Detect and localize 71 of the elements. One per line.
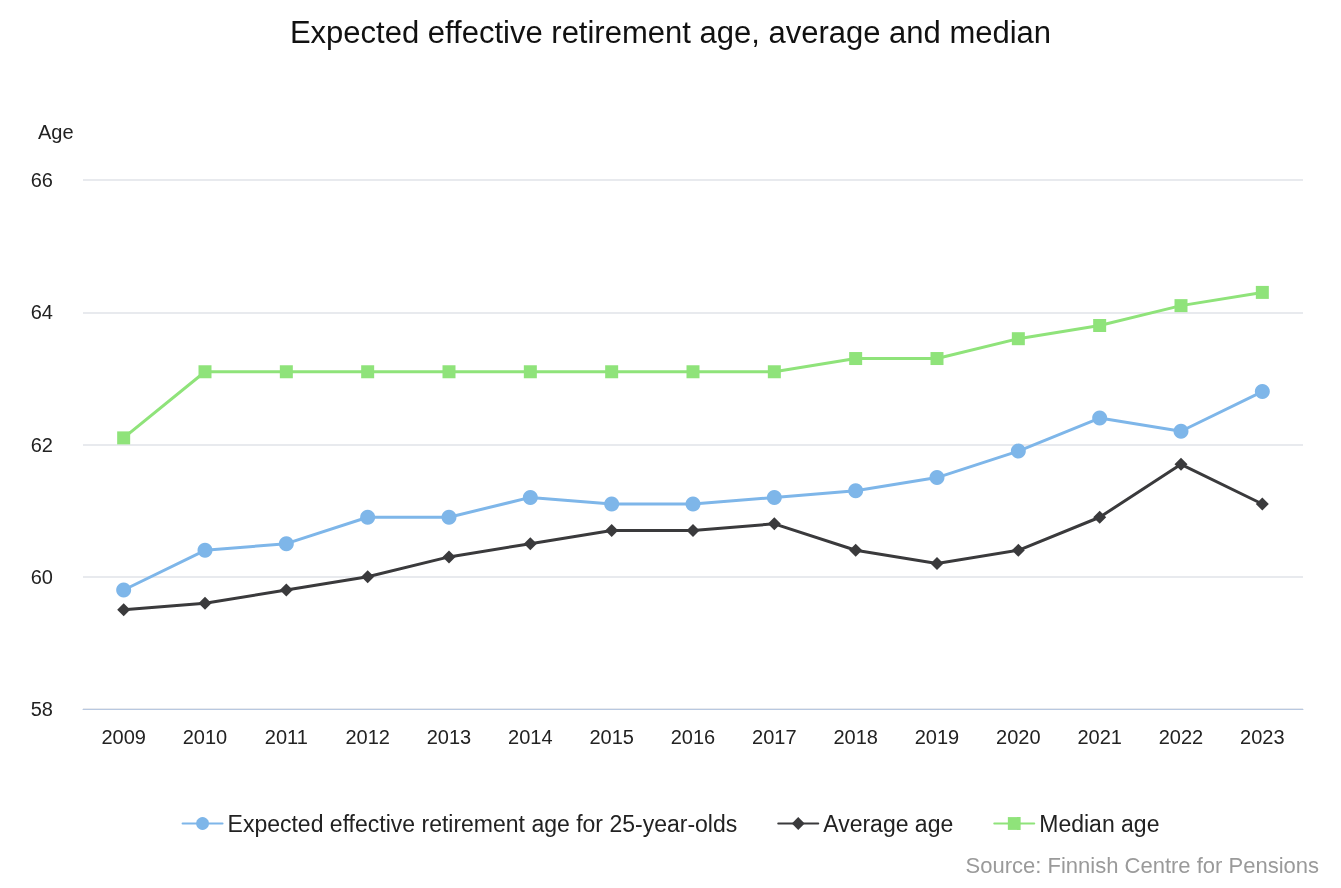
point bbox=[930, 557, 944, 571]
point bbox=[766, 489, 782, 505]
x-tick-label: 2017 bbox=[752, 726, 797, 748]
x-tick-label: 2011 bbox=[264, 726, 308, 748]
point bbox=[523, 365, 537, 379]
point bbox=[361, 365, 375, 379]
point bbox=[1174, 457, 1188, 471]
point bbox=[441, 509, 457, 525]
point bbox=[279, 583, 293, 597]
point bbox=[1255, 285, 1269, 299]
point bbox=[604, 496, 620, 512]
point bbox=[442, 550, 456, 564]
point bbox=[848, 483, 864, 499]
y-tick-label: 62 bbox=[30, 433, 53, 456]
x-tick-label: 2022 bbox=[1158, 726, 1204, 748]
x-tick-label: 2013 bbox=[426, 726, 472, 748]
point bbox=[930, 352, 944, 366]
chart-title: Expected effective retirement age, average and median bbox=[289, 15, 1052, 50]
legend-label: Expected effective retirement age for 25-year-olds bbox=[227, 810, 738, 837]
x-tick-label: 2019 bbox=[914, 726, 960, 748]
point bbox=[197, 542, 213, 558]
point bbox=[1092, 410, 1108, 426]
point bbox=[116, 582, 132, 598]
y-axis-title: Age bbox=[38, 121, 74, 143]
x-tick-label: 2021 bbox=[1077, 726, 1122, 748]
point bbox=[767, 365, 781, 379]
point bbox=[1255, 497, 1269, 511]
x-tick-label: 2009 bbox=[101, 726, 146, 748]
y-tick-label: 60 bbox=[30, 565, 53, 588]
point bbox=[198, 596, 212, 610]
point bbox=[117, 431, 131, 445]
point bbox=[1010, 443, 1026, 459]
point bbox=[1093, 510, 1107, 524]
y-tick-label: 64 bbox=[30, 301, 53, 324]
point bbox=[442, 365, 456, 379]
point bbox=[849, 543, 863, 557]
point bbox=[1011, 332, 1025, 346]
y-tick-label: 58 bbox=[30, 698, 53, 720]
point bbox=[360, 509, 376, 525]
source-note: Source: Finnish Centre for Pensions bbox=[965, 852, 1320, 878]
point bbox=[849, 352, 863, 366]
x-tick-label: 2015 bbox=[589, 726, 634, 748]
point bbox=[1173, 423, 1189, 439]
point bbox=[361, 570, 375, 584]
point bbox=[1174, 299, 1188, 313]
point bbox=[685, 496, 701, 512]
x-tick-label: 2016 bbox=[670, 726, 716, 748]
point bbox=[929, 470, 945, 486]
x-tick-label: 2012 bbox=[345, 726, 390, 748]
x-tick-label: 2023 bbox=[1240, 726, 1285, 748]
legend-label: Median age bbox=[1039, 810, 1160, 837]
point bbox=[278, 536, 294, 552]
point bbox=[522, 489, 538, 505]
point bbox=[117, 603, 131, 617]
x-tick-label: 2020 bbox=[996, 726, 1041, 748]
point bbox=[279, 365, 293, 379]
x-tick-label: 2014 bbox=[508, 726, 553, 748]
point bbox=[605, 365, 619, 379]
legend-label: Average age bbox=[823, 810, 954, 837]
point bbox=[1254, 384, 1270, 400]
point bbox=[767, 517, 781, 531]
point bbox=[1011, 543, 1025, 557]
point bbox=[686, 365, 700, 379]
point bbox=[686, 523, 700, 537]
point bbox=[198, 365, 212, 379]
y-tick-label: 66 bbox=[30, 169, 53, 191]
x-tick-label: 2018 bbox=[833, 726, 878, 748]
point bbox=[1093, 318, 1107, 332]
x-tick-label: 2010 bbox=[182, 726, 228, 748]
point bbox=[523, 537, 537, 551]
point bbox=[605, 523, 619, 537]
